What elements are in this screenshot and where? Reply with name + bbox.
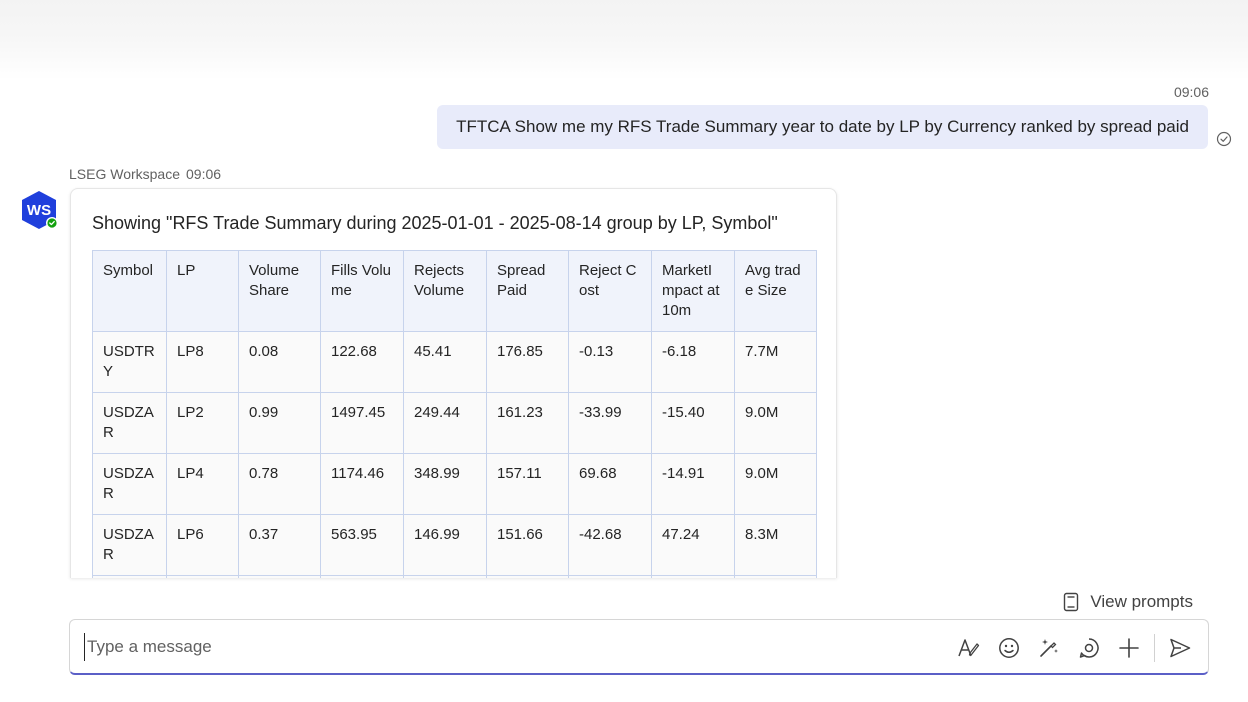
table-cell: 0.78	[238, 453, 321, 515]
table-row: USDZAR LP4 0.78 1174.46 348.99 157.11 69…	[92, 453, 817, 515]
table-cell: 563.95	[320, 514, 404, 576]
message-input[interactable]	[84, 633, 784, 661]
table-cell: -42.68	[568, 514, 652, 576]
table-row-partial	[92, 575, 817, 578]
table-cell: -15.40	[651, 392, 735, 454]
table-cell: 157.11	[486, 453, 569, 515]
toolbar-divider	[1154, 634, 1155, 662]
table-cell	[486, 575, 569, 578]
table-header-row: Symbol LP Volume Share Fills Volume Reje…	[92, 250, 817, 332]
sender-meta: LSEG Workspace 09:06	[69, 166, 221, 182]
column-header: Rejects Volume	[403, 250, 487, 332]
outgoing-timestamp: 09:06	[1173, 84, 1209, 100]
column-header: LP	[166, 250, 239, 332]
table-cell: LP4	[166, 453, 239, 515]
view-prompts-icon	[1064, 592, 1079, 612]
outgoing-message-bubble[interactable]: TFTCA Show me my RFS Trade Summary year …	[437, 105, 1208, 149]
table-row: USDZAR LP6 0.37 563.95 146.99 151.66 -42…	[92, 514, 817, 576]
column-header: Fills Volume	[320, 250, 404, 332]
add-icon[interactable]	[1117, 636, 1141, 660]
format-icon[interactable]	[956, 636, 980, 660]
table-cell: 249.44	[403, 392, 487, 454]
avatar[interactable]: WS	[18, 190, 60, 230]
table-cell: USDZAR	[92, 453, 167, 515]
table-cell: 0.99	[238, 392, 321, 454]
table-cell: 146.99	[403, 514, 487, 576]
table-cell: 0.08	[238, 331, 321, 393]
view-prompts-label: View prompts	[1090, 592, 1193, 611]
table-cell: 348.99	[403, 453, 487, 515]
table-cell	[568, 575, 652, 578]
table-cell	[92, 575, 167, 578]
loop-icon[interactable]	[1077, 636, 1101, 660]
read-receipt-icon	[1216, 131, 1232, 147]
table-cell: 1497.45	[320, 392, 404, 454]
table-cell: 7.7M	[734, 331, 817, 393]
send-icon[interactable]	[1168, 636, 1192, 660]
table-cell	[403, 575, 487, 578]
table-cell	[166, 575, 239, 578]
table-cell: 9.0M	[734, 453, 817, 515]
table-cell: 45.41	[403, 331, 487, 393]
table-cell: -6.18	[651, 331, 735, 393]
table-cell	[734, 575, 817, 578]
table-cell: 161.23	[486, 392, 569, 454]
top-haze	[0, 0, 1248, 80]
table-cell: 9.0M	[734, 392, 817, 454]
table-cell: 1174.46	[320, 453, 404, 515]
table-cell: LP2	[166, 392, 239, 454]
table-cell: 0.37	[238, 514, 321, 576]
message-composer	[69, 619, 1209, 675]
table-cell: USDZAR	[92, 514, 167, 576]
table-cell	[320, 575, 404, 578]
presence-available-icon	[46, 217, 58, 229]
column-header: Symbol	[92, 250, 167, 332]
column-header: Spread Paid	[486, 250, 569, 332]
column-header: MarketImpact at 10m	[651, 250, 735, 332]
table-row: USDZAR LP2 0.99 1497.45 249.44 161.23 -3…	[92, 392, 817, 454]
copilot-icon[interactable]	[1037, 636, 1061, 660]
table-cell: 8.3M	[734, 514, 817, 576]
table-cell	[238, 575, 321, 578]
trade-summary-table: Symbol LP Volume Share Fills Volume Reje…	[92, 250, 817, 578]
table-cell: -14.91	[651, 453, 735, 515]
table-cell	[651, 575, 735, 578]
table-cell: 176.85	[486, 331, 569, 393]
table-cell: 122.68	[320, 331, 404, 393]
adaptive-card: Showing "RFS Trade Summary during 2025-0…	[70, 188, 837, 578]
avatar-initials: WS	[27, 202, 51, 219]
card-title: Showing "RFS Trade Summary during 2025-0…	[92, 213, 778, 233]
column-header: Avg trade Size	[734, 250, 817, 332]
table-cell: LP8	[166, 331, 239, 393]
table-cell: 69.68	[568, 453, 652, 515]
table-row: USDTRY LP8 0.08 122.68 45.41 176.85 -0.1…	[92, 331, 817, 393]
view-prompts-button[interactable]: View prompts	[1062, 592, 1193, 612]
sender-name: LSEG Workspace	[69, 166, 181, 182]
table-cell: USDTRY	[92, 331, 167, 393]
column-header: Reject Cost	[568, 250, 652, 332]
emoji-icon[interactable]	[997, 636, 1021, 660]
table-cell: -0.13	[568, 331, 652, 393]
table-cell: 47.24	[651, 514, 735, 576]
column-header: Volume Share	[238, 250, 321, 332]
table-cell: USDZAR	[92, 392, 167, 454]
table-cell: LP6	[166, 514, 239, 576]
table-cell: 151.66	[486, 514, 569, 576]
table-cell: -33.99	[568, 392, 652, 454]
incoming-timestamp: 09:06	[186, 166, 222, 182]
